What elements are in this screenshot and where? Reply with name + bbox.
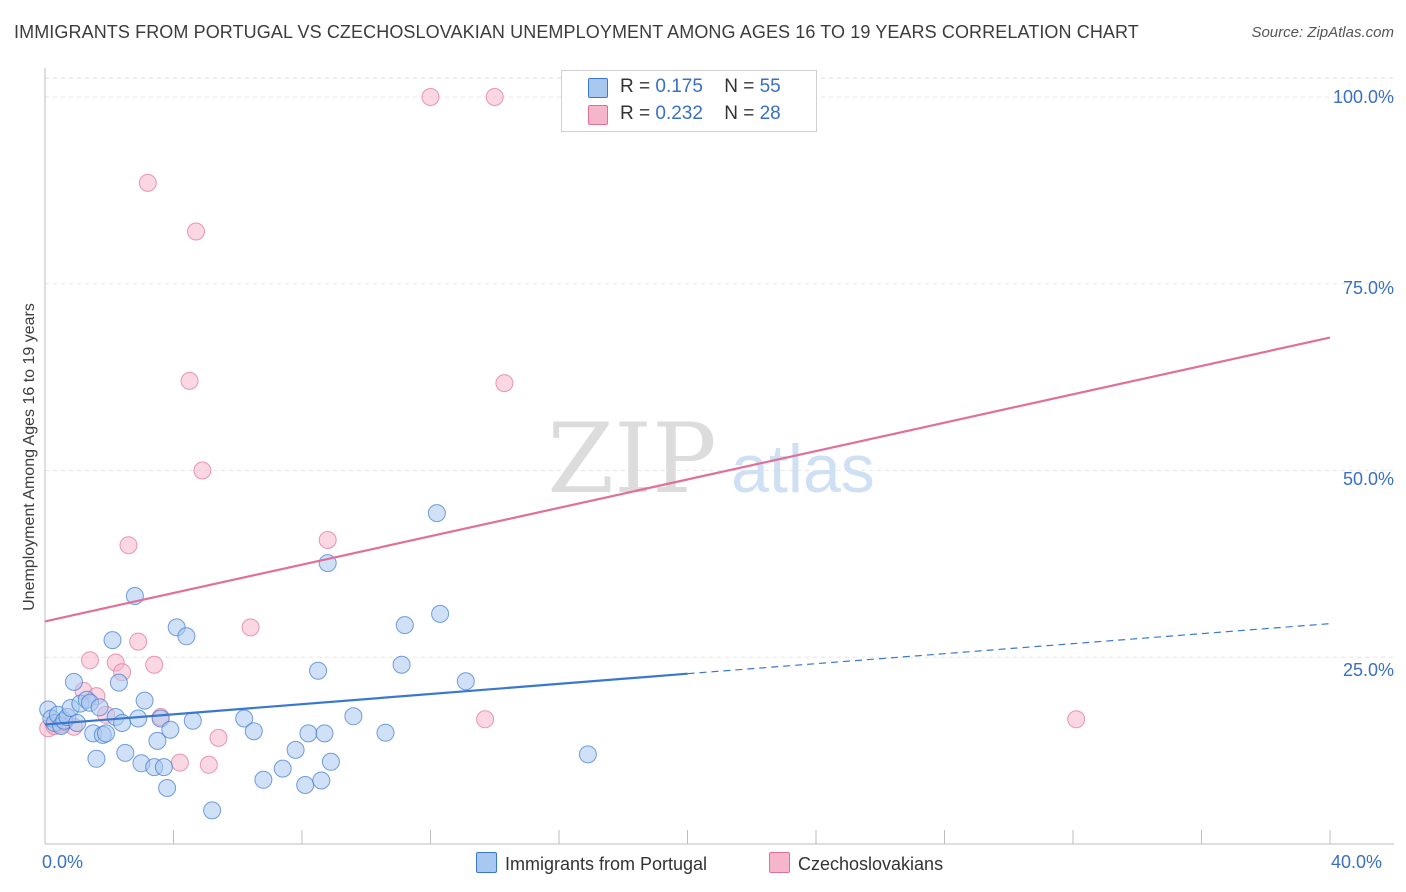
czech-point-24 — [421, 88, 440, 106]
portugal-point-38 — [244, 722, 263, 741]
portugal-point-42 — [296, 776, 315, 794]
czech-point-21 — [209, 728, 228, 747]
bottom-legend-swatch-czech — [769, 852, 790, 873]
portugal-trend-extension — [687, 623, 1331, 675]
portugal-trend-line — [44, 672, 688, 726]
legend-row-portugal: R = 0.175 N = 55 — [588, 76, 781, 98]
x-min-label: 0.0% — [42, 852, 84, 872]
portugal-point-43 — [299, 724, 318, 743]
portugal-point-18 — [103, 631, 122, 650]
portugal-point-30 — [154, 758, 173, 777]
y-tick-label-75: 75.0% — [1342, 278, 1394, 298]
legend-n-value-portugal: 55 — [759, 76, 781, 97]
y-tick-label-25: 25.0% — [1342, 660, 1394, 680]
czech-point-26 — [485, 88, 504, 106]
portugal-point-8 — [64, 672, 83, 691]
czech-point-19 — [193, 461, 212, 480]
portugal-point-41 — [286, 740, 305, 759]
portugal-point-35 — [183, 711, 202, 730]
legend-n-label: N = — [724, 76, 755, 97]
portugal-point-37 — [235, 709, 254, 728]
portugal-point-47 — [321, 752, 340, 771]
trend-lines — [44, 336, 1331, 726]
portugal-point-28 — [148, 731, 167, 750]
portugal-point-34 — [177, 627, 196, 646]
legend-n-value-czech: 28 — [759, 103, 781, 124]
portugal-point-45 — [312, 771, 331, 790]
portugal-point-22 — [116, 743, 135, 762]
portugal-point-15 — [90, 698, 109, 717]
czech-point-13 — [138, 173, 157, 192]
portugal-point-51 — [395, 616, 414, 635]
y-tick-label-100: 100.0% — [1332, 87, 1394, 107]
portugal-point-50 — [392, 655, 411, 674]
portugal-point-26 — [135, 691, 154, 710]
czech-point-17 — [180, 371, 199, 390]
portugal-point-40 — [273, 759, 292, 778]
bottom-legend-portugal: Immigrants from Portugal — [476, 852, 707, 875]
legend-swatch-czech — [588, 105, 608, 125]
portugal-point-52 — [431, 604, 450, 623]
bottom-legend-label-czech: Czechoslovakians — [798, 854, 944, 874]
czech-point-6 — [81, 651, 99, 670]
portugal-point-44 — [309, 661, 328, 680]
portugal-point-54 — [456, 672, 475, 691]
portugal-point-46 — [315, 724, 334, 743]
source-label: Source: ZipAtlas.com — [1251, 24, 1394, 41]
bottom-legend-swatch-portugal — [476, 852, 497, 873]
legend-row-czech: R = 0.232 N = 28 — [588, 103, 781, 125]
czech-point-20 — [199, 755, 218, 774]
x-max-label: 40.0% — [1331, 852, 1383, 872]
legend-swatch-portugal — [588, 78, 608, 98]
chart-title: IMMIGRANTS FROM PORTUGAL VS CZECHOSLOVAK… — [14, 22, 1139, 42]
legend-r-label: R = — [620, 76, 651, 97]
portugal-points — [39, 504, 597, 820]
y-tick-label-50: 50.0% — [1342, 469, 1394, 489]
portugal-point-39 — [254, 770, 273, 789]
legend-r-value-czech: 0.232 — [655, 103, 703, 124]
czech-point-11 — [119, 536, 138, 555]
legend-r-label: R = — [620, 103, 651, 124]
portugal-point-55 — [578, 745, 597, 764]
portugal-point-17 — [97, 724, 115, 743]
legend-n-label: N = — [724, 103, 755, 124]
portugal-point-49 — [376, 723, 395, 742]
czech-point-12 — [129, 632, 148, 651]
czech-point-16 — [170, 753, 189, 772]
czech-point-22 — [241, 618, 260, 637]
portugal-point-32 — [158, 779, 177, 797]
czech-point-25 — [476, 710, 495, 729]
watermark-zip: ZIP — [547, 403, 716, 515]
correlation-legend: R = 0.175 N = 55 R = 0.232 N = 28 — [561, 70, 817, 132]
portugal-point-31 — [161, 720, 180, 739]
portugal-point-20 — [109, 673, 128, 692]
czech-trend-line — [44, 336, 1331, 623]
bottom-legend-czech: Czechoslovakians — [769, 852, 943, 875]
czech-point-23 — [318, 531, 337, 549]
czech-point-28 — [1067, 710, 1086, 729]
legend-r-value-portugal: 0.175 — [655, 76, 703, 97]
bottom-legend-label-portugal: Immigrants from Portugal — [505, 854, 708, 874]
portugal-point-53 — [427, 504, 446, 523]
portugal-point-48 — [344, 707, 363, 726]
czech-point-27 — [495, 374, 514, 393]
portugal-point-14 — [87, 749, 106, 768]
czech-point-18 — [187, 222, 205, 241]
portugal-point-36 — [203, 801, 222, 820]
czech-point-14 — [145, 655, 164, 674]
